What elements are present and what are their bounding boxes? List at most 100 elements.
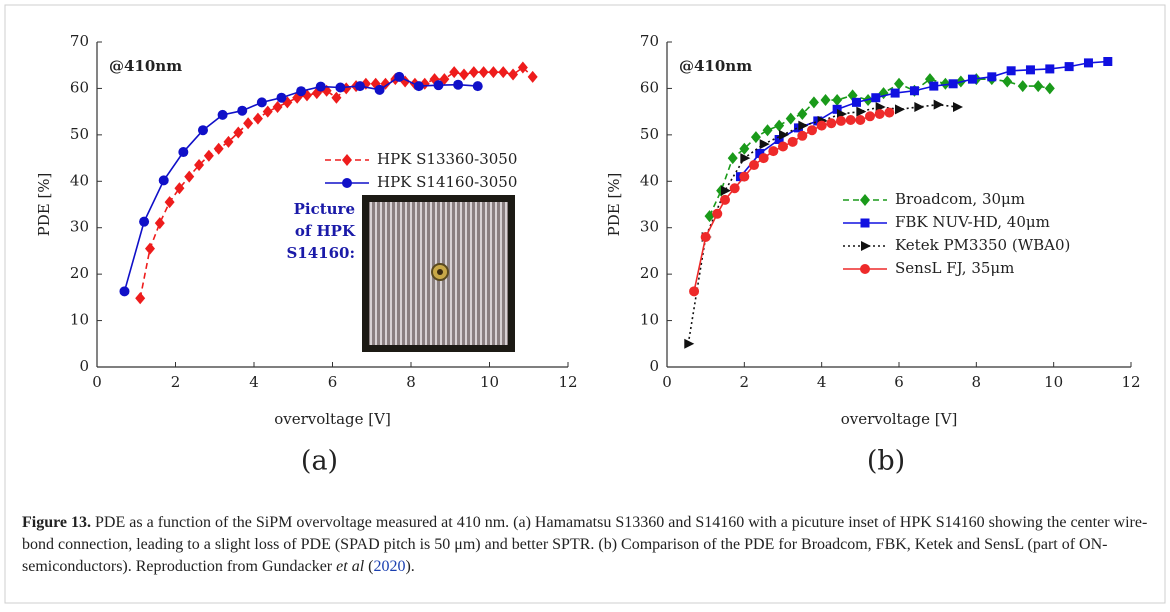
marker [213,142,224,155]
inset-label: of HPK [295,222,356,240]
y-tick-label: 40 [70,171,89,189]
annotation: @410nm [109,57,182,75]
y-tick-label: 50 [640,125,659,143]
marker [1103,57,1113,66]
x-tick-label: 6 [328,373,338,391]
y-tick-label: 40 [640,171,659,189]
x-tick-label: 10 [480,373,499,391]
marker [820,94,831,107]
marker [1045,64,1055,74]
marker [739,142,750,155]
marker [689,286,700,297]
legend-label: HPK S13360-3050 [377,150,517,168]
marker [433,80,444,91]
marker [527,70,538,83]
marker [967,74,977,84]
marker [865,111,875,122]
legend-marker [342,154,352,166]
marker [749,160,759,171]
marker [331,91,342,104]
marker [816,120,827,131]
caption-italic: et al [336,558,365,575]
marker [758,153,769,164]
marker [478,66,489,79]
marker [721,185,731,196]
marker [233,126,244,139]
marker [1033,80,1044,93]
x-axis-label: overvoltage [V] [841,410,958,428]
marker [797,130,808,141]
marker [750,131,761,144]
marker [223,135,234,148]
y-tick-label: 20 [70,264,89,282]
marker [374,84,385,95]
x-tick-label: 2 [171,373,181,391]
marker [119,286,130,297]
legend-label: SensL FJ, 35μm [895,259,1014,277]
marker [855,115,866,125]
y-tick-label: 30 [70,218,89,236]
marker [940,77,951,90]
inset-label: S14160: [286,244,355,262]
marker [987,72,997,82]
x-tick-label: 0 [662,373,672,391]
marker [779,129,789,140]
marker [203,149,214,162]
marker [1017,80,1028,93]
series-line [687,103,958,344]
marker [759,139,770,150]
marker [449,66,460,79]
marker [1044,82,1055,95]
legend-marker [860,194,870,206]
marker [243,117,254,130]
marker [158,175,169,186]
marker [217,109,228,120]
x-tick-label: 12 [1121,373,1140,391]
marker [1002,75,1013,88]
marker [276,92,287,103]
caption-text: PDE as a function of the SiPM overvoltag… [22,514,1148,575]
marker [712,208,723,219]
caption-year: 2020 [373,558,406,575]
marker [197,125,208,136]
marker [845,115,856,125]
legend-label: Ketek PM3350 (WBA0) [895,236,1070,254]
marker [164,196,175,209]
marker [933,99,944,110]
marker [154,217,165,230]
marker [468,66,479,79]
y-tick-label: 60 [70,78,89,96]
marker [890,88,900,98]
marker [895,104,905,115]
marker [762,124,773,137]
marker [787,136,798,147]
marker [704,210,715,223]
x-tick-label: 0 [92,373,102,391]
marker [836,115,846,126]
legend-label: HPK S14160-3050 [377,173,517,191]
x-tick-label: 10 [1044,373,1063,391]
marker [262,105,273,118]
marker [453,79,464,90]
marker [778,141,788,152]
caption: Figure 13. PDE as a function of the SiPM… [22,512,1152,578]
marker [727,152,738,165]
y-tick-label: 50 [70,125,89,143]
y-tick-label: 0 [649,357,659,375]
marker [832,94,843,107]
marker [413,81,424,92]
panel-label: (b) [867,446,905,477]
marker [394,71,405,82]
y-tick-label: 10 [70,311,89,329]
y-tick-label: 70 [640,32,659,50]
legend-marker [342,178,352,188]
x-axis-label: overvoltage [V] [274,410,391,428]
legend-marker [861,241,871,251]
marker [729,183,740,194]
marker [1006,66,1016,76]
marker [874,108,885,119]
marker [135,292,146,305]
marker [700,232,711,242]
